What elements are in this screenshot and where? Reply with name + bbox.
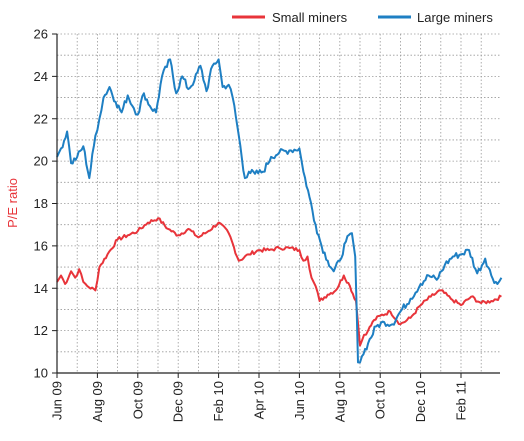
x-tick-label: Oct 09 xyxy=(130,381,145,419)
y-tick-label: 10 xyxy=(34,366,48,381)
x-tick-label: Aug 10 xyxy=(332,381,347,422)
y-tick-labels: 10 12 14 16 18 20 22 24 26 xyxy=(34,27,57,381)
y-tick-label: 20 xyxy=(34,154,48,169)
x-tick-label: Aug 09 xyxy=(90,381,105,422)
y-tick-label: 16 xyxy=(34,238,48,253)
legend-label-large-miners: Large miners xyxy=(417,10,493,25)
x-tick-label: Jun 09 xyxy=(50,381,65,420)
grid xyxy=(57,34,500,373)
x-tick-label: Feb 10 xyxy=(211,381,226,421)
x-tick-label: Dec 10 xyxy=(413,381,428,422)
y-tick-label: 18 xyxy=(34,196,48,211)
x-tick-label: Dec 09 xyxy=(171,381,186,422)
legend: Small miners Large miners xyxy=(232,10,493,25)
x-tick-labels: Jun 09 Aug 09 Oct 09 Dec 09 Feb 10 Apr 10 Jun … xyxy=(50,373,469,422)
x-tick-label: Oct 10 xyxy=(373,381,388,419)
x-tick-label: Feb 11 xyxy=(454,381,469,421)
x-tick-label: Apr 10 xyxy=(252,381,267,419)
y-tick-label: 12 xyxy=(34,323,48,338)
x-tick-label: Jun 10 xyxy=(292,381,307,420)
y-tick-label: 26 xyxy=(34,27,48,42)
y-axis-label: P/E ratio xyxy=(5,178,20,228)
y-tick-label: 24 xyxy=(34,69,48,84)
legend-label-small-miners: Small miners xyxy=(272,10,348,25)
y-tick-label: 14 xyxy=(34,281,48,296)
y-tick-label: 22 xyxy=(34,111,48,126)
